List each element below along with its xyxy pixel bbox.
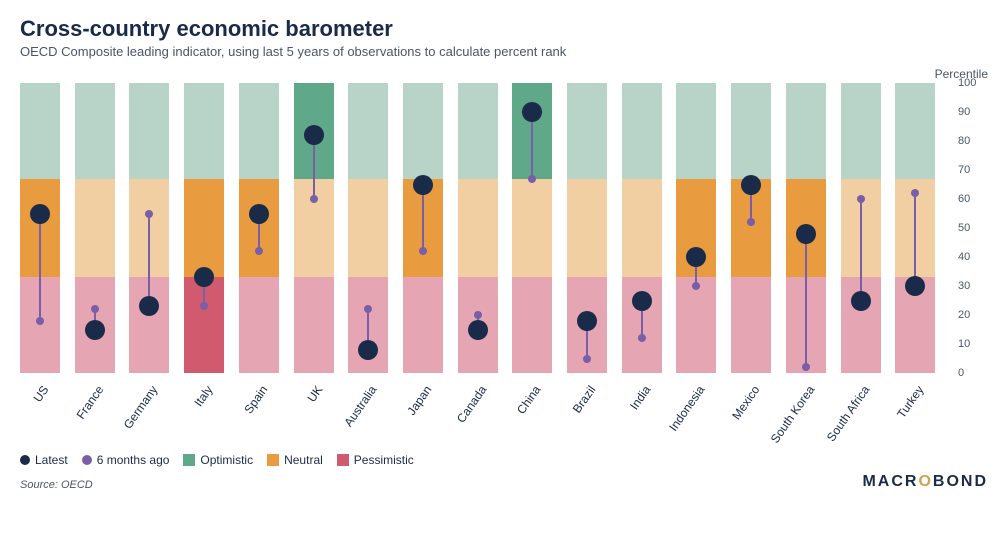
legend-item: 6 months ago xyxy=(82,453,170,467)
legend-label: Pessimistic xyxy=(354,453,414,467)
y-tick-label: 90 xyxy=(958,106,988,118)
legend-label: Neutral xyxy=(284,453,323,467)
x-tick-label: China xyxy=(514,383,543,417)
y-tick-label: 60 xyxy=(958,193,988,205)
y-tick-label: 30 xyxy=(958,280,988,292)
legend-item: Pessimistic xyxy=(337,453,414,467)
chart-title: Cross-country economic barometer xyxy=(20,16,988,42)
y-tick-label: 50 xyxy=(958,222,988,234)
legend-item: Optimistic xyxy=(183,453,253,467)
footer: Source: OECD MACROBOND xyxy=(20,473,988,491)
x-tick-label: Japan xyxy=(404,383,434,418)
x-axis-ticks: US France Germany Italy Spain UK Australia Japa… xyxy=(20,377,950,447)
x-tick-label: Spain xyxy=(241,383,270,416)
legend-label: Optimistic xyxy=(200,453,253,467)
x-tick-label: Indonesia xyxy=(667,383,708,434)
legend-label: 6 months ago xyxy=(97,453,170,467)
y-tick-label: 70 xyxy=(958,164,988,176)
x-tick-label: Canada xyxy=(453,383,489,425)
x-tick-label: South Africa xyxy=(823,383,872,444)
legend-swatch xyxy=(183,454,195,466)
x-tick-label: Germany xyxy=(121,383,161,431)
legend-swatch xyxy=(20,455,30,465)
chart-subtitle: OECD Composite leading indicator, using … xyxy=(20,44,988,59)
y-tick-label: 10 xyxy=(958,338,988,350)
legend: Latest 6 months ago Optimistic Neutral Pessi… xyxy=(20,453,988,467)
x-tick-label: US xyxy=(30,383,51,405)
legend-label: Latest xyxy=(35,453,68,467)
x-tick-label: UK xyxy=(304,383,325,405)
legend-swatch xyxy=(267,454,279,466)
x-tick-label: Brazil xyxy=(570,383,599,416)
x-tick-label: Mexico xyxy=(729,383,762,422)
legend-item: Latest xyxy=(20,453,68,467)
x-tick-label: Turkey xyxy=(894,383,926,421)
legend-item: Neutral xyxy=(267,453,323,467)
legend-swatch xyxy=(82,455,92,465)
x-tick-label: South Korea xyxy=(768,383,818,446)
source-text: Source: OECD xyxy=(20,479,93,491)
y-tick-label: 40 xyxy=(958,251,988,263)
y-tick-label: 20 xyxy=(958,309,988,321)
y-tick-label: 0 xyxy=(958,367,988,379)
x-tick-label: Australia xyxy=(341,383,379,429)
y-tick-label: 80 xyxy=(958,135,988,147)
chart-area: Percentile 0102030405060708090100 USFran… xyxy=(20,69,988,449)
x-tick-label: Italy xyxy=(191,383,215,409)
brand-logo: MACROBOND xyxy=(862,473,988,491)
y-axis-ticks: 0102030405060708090100 xyxy=(20,83,988,373)
x-tick-label: France xyxy=(73,383,106,422)
x-tick-label: India xyxy=(627,383,653,412)
legend-swatch xyxy=(337,454,349,466)
y-tick-label: 100 xyxy=(958,77,988,89)
